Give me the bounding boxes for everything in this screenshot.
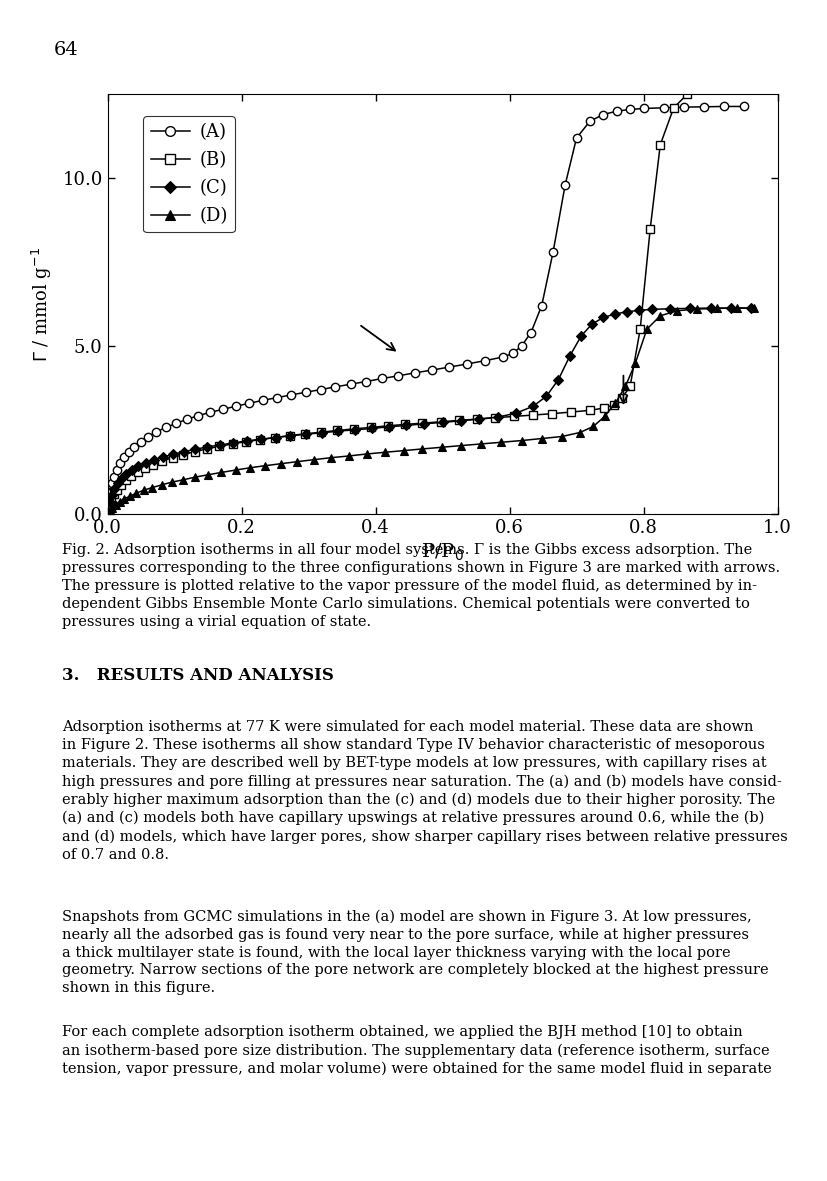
Text: 64: 64	[54, 41, 79, 59]
X-axis label: P/P$_0$: P/P$_0$	[421, 542, 464, 563]
Text: 3.   RESULTS AND ANALYSIS: 3. RESULTS AND ANALYSIS	[62, 667, 334, 684]
Text: Fig. 2. Adsorption isotherms in all four model systems. Γ is the Gibbs excess ad: Fig. 2. Adsorption isotherms in all four…	[62, 543, 780, 628]
Text: Snapshots from GCMC simulations in the (a) model are shown in Figure 3. At low p: Snapshots from GCMC simulations in the (…	[62, 909, 768, 996]
Y-axis label: $\Gamma$ / mmol g$^{-1}$: $\Gamma$ / mmol g$^{-1}$	[30, 247, 54, 361]
Text: Adsorption isotherms at 77 K were simulated for each model material. These data : Adsorption isotherms at 77 K were simula…	[62, 720, 787, 861]
Text: For each complete adsorption isotherm obtained, we applied the BJH method [10] t: For each complete adsorption isotherm ob…	[62, 1025, 772, 1076]
Legend: (A), (B), (C), (D): (A), (B), (C), (D)	[143, 116, 235, 233]
